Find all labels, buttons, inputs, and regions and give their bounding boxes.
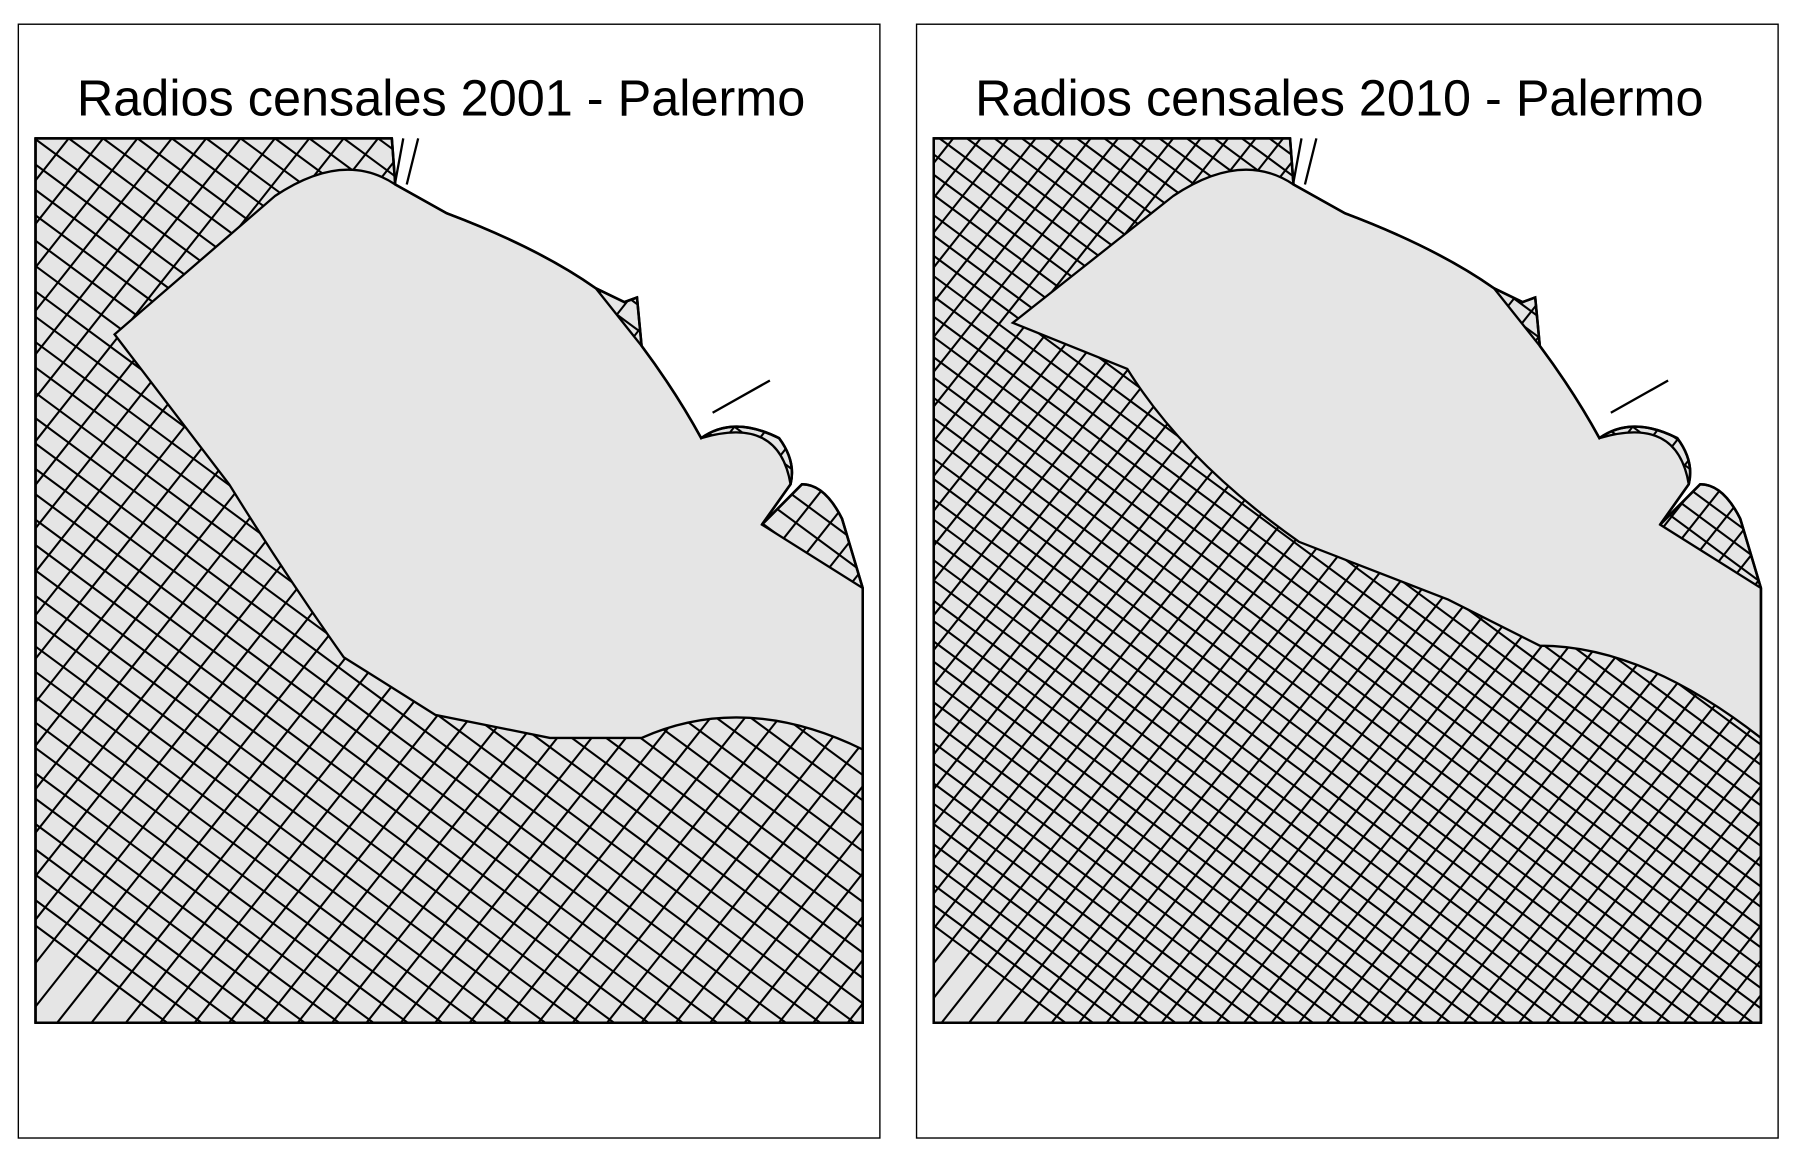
tract-boundary: [1497, 138, 1761, 1023]
tract-boundary: [1787, 138, 1793, 1153]
tract-boundary: [933, 138, 1092, 1023]
tract-boundary: [933, 138, 1298, 1023]
tract-boundary: [933, 138, 1669, 1023]
tract-boundary: [468, 138, 863, 1023]
tract-boundary: [933, 138, 1243, 1023]
tract-boundary: [933, 138, 1761, 1023]
tract-boundary: [35, 138, 689, 1023]
tract-boundary: [933, 138, 1761, 1023]
pier-lines: [394, 138, 771, 414]
tract-boundary: [933, 138, 1761, 1023]
tract-boundary: [933, 138, 1573, 1023]
tract-boundary: [933, 138, 1628, 1023]
tract-boundaries: [933, 138, 1761, 1023]
tract-boundary: [675, 138, 863, 1023]
tract-boundary: [640, 138, 863, 1023]
map-outline: [34, 137, 864, 1024]
tract-boundary: [933, 138, 1436, 1023]
tract-boundaries: [35, 138, 1793, 1153]
tract-boundary: [1442, 138, 1761, 1023]
tract-boundary: [933, 138, 1353, 1023]
tract-boundary: [933, 138, 1761, 1023]
tract-boundary: [933, 138, 1761, 1023]
tract-boundary: [35, 138, 242, 1023]
tract-boundary: [572, 138, 863, 1023]
tract-boundary: [1525, 138, 1761, 1023]
tract-boundary: [35, 138, 585, 1023]
tract-boundary: [35, 138, 414, 1023]
tract-boundary: [35, 138, 551, 1023]
tract-boundary: [537, 138, 863, 1023]
tract-boundary: [933, 138, 1761, 1023]
tract-boundary: [35, 138, 517, 1023]
census-tract-map: [932, 137, 1763, 1024]
census-tract-map: [34, 137, 1793, 1153]
tract-boundary: [35, 138, 863, 1023]
tract-boundary: [933, 138, 1271, 1023]
tract-boundary: [35, 138, 173, 1023]
tract-boundary: [933, 138, 1761, 1023]
tract-boundary: [1580, 138, 1761, 1023]
tract-boundary: [35, 138, 860, 1023]
tract-boundary: [933, 138, 1463, 1023]
tract-boundary: [35, 138, 208, 1023]
map-outline: [932, 137, 1763, 1024]
tract-boundary: [933, 138, 1545, 1023]
tract-boundary: [35, 138, 654, 1023]
tract-boundary: [1296, 138, 1761, 1023]
tract-boundary: [35, 138, 723, 1023]
tract-boundary: [933, 138, 1761, 1023]
tract-boundary: [1360, 138, 1761, 1023]
tract-boundary: [933, 138, 1710, 1023]
tract-boundary: [1552, 138, 1761, 1023]
tract-boundary: [35, 138, 826, 1023]
tract-boundary: [933, 138, 1518, 1023]
tract-boundary: [606, 138, 863, 1023]
tract-boundary: [709, 138, 863, 1023]
tract-boundary: [1470, 138, 1761, 1023]
tract-boundary: [933, 138, 1761, 1023]
tract-boundary: [933, 138, 1761, 1023]
tract-boundary: [35, 138, 863, 1023]
tract-boundary: [1607, 138, 1761, 1023]
tract-boundary: [35, 138, 863, 1023]
map-title: Radios censales 2001 - Palermo: [77, 69, 805, 126]
tract-boundary: [35, 138, 345, 1023]
tract-boundary: [35, 138, 379, 1023]
tract-boundary: [35, 138, 757, 1023]
tract-boundary: [933, 138, 1655, 1023]
tract-boundary: [35, 138, 482, 1023]
tract-boundary: [933, 138, 1326, 1023]
tract-boundary: [503, 138, 863, 1023]
tract-boundary: [1387, 138, 1761, 1023]
tract-boundary: [933, 138, 1147, 1023]
tract-boundary: [933, 138, 1761, 1023]
tract-boundary: [933, 138, 1683, 1023]
map-title: Radios censales 2010 - Palermo: [975, 69, 1703, 126]
tract-boundary: [933, 138, 1761, 1023]
tract-boundary: [35, 138, 448, 1023]
tract-boundary: [933, 138, 1761, 1023]
tract-boundary: [35, 138, 276, 1023]
tract-boundary: [933, 138, 1761, 1023]
tract-boundary: [933, 138, 1738, 1023]
tract-boundary: [933, 138, 1408, 1023]
map-panel-2001: Radios censales 2001 - Palermo: [17, 23, 1793, 1153]
tract-boundary: [933, 138, 1491, 1023]
pier-lines: [1292, 138, 1669, 414]
tract-boundary: [933, 138, 1600, 1023]
tract-boundary: [35, 138, 863, 1023]
tract-boundary: [35, 138, 792, 1023]
tract-boundary: [933, 138, 1119, 1023]
tract-boundary: [933, 138, 1381, 1023]
tract-boundary: [1415, 138, 1761, 1023]
tract-boundary: [933, 138, 1761, 1023]
tract-boundary: [35, 138, 620, 1023]
map-panel-2010: Radios censales 2010 - Palermo: [915, 23, 1779, 1139]
tract-boundary: [1112, 138, 1761, 1023]
